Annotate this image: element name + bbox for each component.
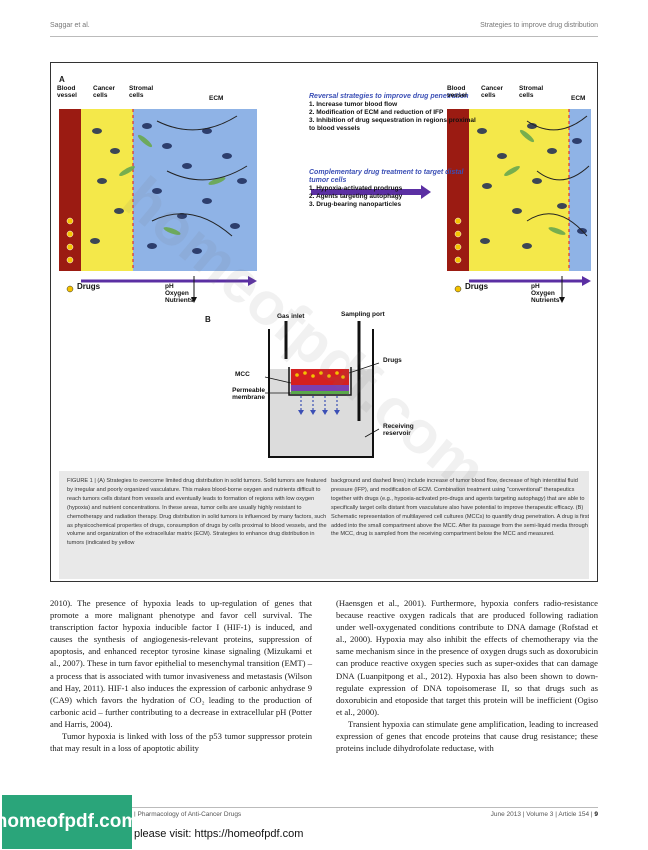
left-label-cancer-cells: Cancer cells <box>93 85 116 99</box>
figure-caption: FIGURE 1 | (A) Strategies to overcome li… <box>59 471 589 579</box>
header-rule <box>50 36 598 37</box>
right-label-ecm: ECM <box>571 95 586 102</box>
panel-a-illustration <box>59 109 591 303</box>
complementary-item-1: 1. Hypoxia-activated prodrugs <box>309 185 403 192</box>
left-label-ecm: ECM <box>209 95 224 102</box>
left-label-drugs: Drugs <box>77 282 101 291</box>
body-right-column: (Haensgen et al., 2001). Furthermore, hy… <box>336 597 598 754</box>
drug-dots <box>295 371 345 379</box>
caption-left-column: FIGURE 1 | (A) Strategies to overcome li… <box>67 478 327 547</box>
footer-journal: | Pharmacology of Anti-Cancer Drugs <box>134 811 242 818</box>
body-right-paragraph-1: (Haensgen et al., 2001). Furthermore, hy… <box>336 598 598 717</box>
panel-a: A <box>57 71 593 311</box>
right-label-gradient: pH Oxygen Nutrients <box>531 283 560 304</box>
reversal-item-1: 1. Increase tumor blood flow <box>309 101 398 108</box>
caption-right-column: background and dashed lines) include inc… <box>331 478 590 538</box>
right-ecm-fibers <box>526 115 590 237</box>
running-header-right: Strategies to improve drug distribution <box>480 22 598 29</box>
reversal-title: Reversal strategies to improve drug pene… <box>309 93 469 100</box>
body-left-paragraph-2: Tumor hypoxia is linked with loss of the… <box>50 731 312 754</box>
mcc-layer <box>291 385 349 391</box>
footer-rule <box>50 807 598 808</box>
body-right-paragraph-2: Transient hypoxia can stimulate gene amp… <box>336 718 598 754</box>
footer-issue: June 2013 | Volume 3 | Article 154 | 9 <box>491 811 598 818</box>
brand-logo[interactable]: homeofpdf.com <box>0 795 138 849</box>
right-label-blood-vessel: Blood vessel <box>447 85 467 99</box>
right-yellow-zone <box>469 109 569 271</box>
right-blood-vessel <box>447 109 469 271</box>
reversal-item-2: 2. Modification of ECM and reduction of … <box>309 109 444 116</box>
complementary-title: Complementary drug treatment to target d… <box>309 169 464 184</box>
label-receiving-reservoir: Receiving reservoir <box>383 423 414 437</box>
body-left-paragraph-1: 2010). The presence of hypoxia leads to … <box>50 598 312 729</box>
panel-b-label: B <box>205 315 211 324</box>
running-header-left: Saggar et al. <box>50 22 90 29</box>
right-label-stromal-cells: Stromal cells <box>519 85 544 99</box>
label-gas-inlet: Gas inlet <box>277 313 305 320</box>
strategies-text: Reversal strategies to improve drug pene… <box>309 93 479 209</box>
label-permeable-membrane: Permeable membrane <box>232 387 265 401</box>
center-arrow <box>311 189 423 195</box>
membrane-layer <box>291 391 349 394</box>
complementary-item-2: 2. Agents targeting autophagy <box>309 193 403 200</box>
panel-a-label: A <box>59 75 65 84</box>
figure-box: A <box>50 62 598 582</box>
panel-b-illustration <box>264 321 380 458</box>
left-blood-vessel <box>59 109 81 271</box>
right-vessel-drugs <box>454 217 462 264</box>
left-label-stromal-cells: Stromal cells <box>129 85 154 99</box>
body-left-column: 2010). The presence of hypoxia leads to … <box>50 597 312 754</box>
right-label-drugs: Drugs <box>465 282 489 291</box>
reversal-item-3: 3. Inhibition of drug sequestration in r… <box>309 117 476 132</box>
label-sampling-port: Sampling port <box>341 311 385 318</box>
right-label-cancer-cells: Cancer cells <box>481 85 504 99</box>
visit-link[interactable]: please visit: https://homeofpdf.com <box>134 828 304 840</box>
diffusion-arrows <box>300 396 338 411</box>
left-ecm-fibers <box>151 115 248 237</box>
page-number: 9 <box>594 811 598 818</box>
footer-issue-text: June 2013 | Volume 3 | Article 154 | <box>490 811 593 818</box>
left-cells <box>90 123 247 254</box>
complementary-item-3: 3. Drug-bearing nanoparticles <box>309 201 402 208</box>
left-yellow-zone <box>81 109 133 271</box>
right-stroma <box>504 129 566 235</box>
panel-b: B Gas <box>201 311 461 461</box>
label-mcc: MCC <box>235 371 250 378</box>
left-vessel-drugs <box>66 217 74 264</box>
left-label-blood-vessel: Blood vessel <box>57 85 77 99</box>
left-stroma <box>119 134 226 235</box>
label-drugs: Drugs <box>383 357 402 364</box>
left-label-gradient: pH Oxygen Nutrients <box>165 283 194 304</box>
